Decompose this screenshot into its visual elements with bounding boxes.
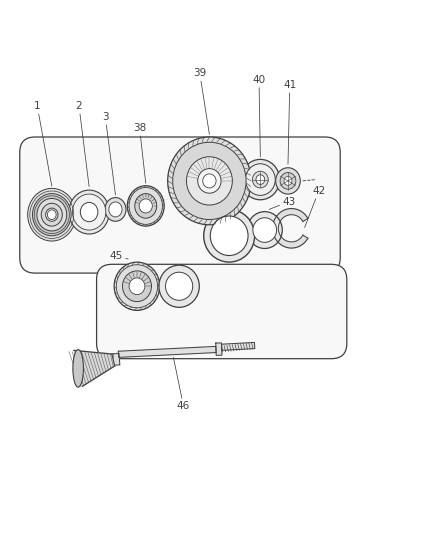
Ellipse shape [73,350,83,387]
Ellipse shape [203,209,254,262]
Polygon shape [118,346,215,357]
Ellipse shape [114,262,159,310]
Ellipse shape [69,190,109,234]
Ellipse shape [172,142,246,220]
Text: 1: 1 [34,101,52,186]
Polygon shape [215,343,222,356]
Ellipse shape [105,198,126,221]
Ellipse shape [129,278,145,295]
Text: 46: 46 [173,357,190,411]
Ellipse shape [252,218,276,243]
Text: 41: 41 [283,80,296,164]
Ellipse shape [47,210,56,220]
Text: 45: 45 [110,251,128,261]
FancyBboxPatch shape [20,137,339,273]
Ellipse shape [245,164,275,196]
Text: 40: 40 [252,75,265,157]
Polygon shape [113,353,120,365]
Text: 42: 42 [304,186,325,228]
Ellipse shape [139,199,152,213]
Ellipse shape [252,171,268,188]
Ellipse shape [167,137,251,225]
Text: 3: 3 [102,112,115,195]
Ellipse shape [116,265,157,308]
Ellipse shape [255,175,264,184]
Ellipse shape [127,185,164,226]
Ellipse shape [37,198,67,231]
Ellipse shape [186,157,232,205]
Ellipse shape [275,168,300,194]
Ellipse shape [197,168,221,193]
Ellipse shape [46,208,58,221]
Ellipse shape [28,188,76,241]
Ellipse shape [210,216,247,255]
Ellipse shape [129,188,162,224]
Ellipse shape [122,271,151,302]
Text: 2: 2 [75,101,89,187]
Ellipse shape [109,202,122,217]
Polygon shape [272,208,307,248]
Polygon shape [74,350,114,386]
Text: 39: 39 [193,68,209,134]
Ellipse shape [32,193,71,236]
Ellipse shape [240,159,279,200]
Text: 43: 43 [268,197,295,209]
Ellipse shape [41,203,62,226]
Ellipse shape [72,194,106,230]
Ellipse shape [80,203,98,222]
Polygon shape [221,342,254,350]
Ellipse shape [202,174,215,188]
Ellipse shape [279,173,295,189]
Ellipse shape [165,272,192,300]
Text: 38: 38 [133,123,146,183]
FancyBboxPatch shape [96,264,346,359]
Ellipse shape [247,212,282,248]
Text: 44: 44 [220,205,233,215]
Ellipse shape [134,193,156,218]
Ellipse shape [159,265,199,308]
Ellipse shape [283,176,291,185]
